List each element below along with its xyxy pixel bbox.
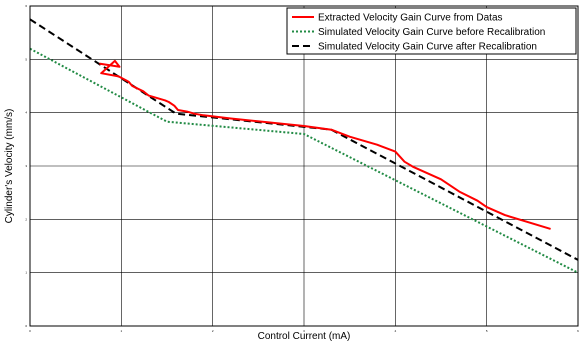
y-tick-label: 3 <box>25 164 27 168</box>
grid-lines <box>30 6 578 326</box>
series-line-1 <box>99 59 551 230</box>
series-lines <box>29 18 579 274</box>
x-tick-label: 6 <box>577 329 579 333</box>
y-axis-label: Cylinder's Velocity (mm/s) <box>4 109 15 224</box>
legend-entry-2: Simulated Velocity Gain Curve before Rec… <box>318 27 545 38</box>
y-tick-label: 2 <box>25 217 27 221</box>
x-tick-label: 0 <box>29 329 31 333</box>
legend-box <box>286 7 577 55</box>
x-tick-label: 3 <box>303 329 305 333</box>
tick-labels: 0 1 2 3 4 5 6 0 1 2 3 4 5 6 <box>25 4 579 333</box>
y-tick-label: 5 <box>25 57 27 61</box>
y-tick-label: 4 <box>25 111 27 115</box>
x-tick-label: 5 <box>486 329 488 333</box>
plot-frame <box>29 5 579 327</box>
legend: Extracted Velocity Gain Curve from Datas… <box>286 7 577 55</box>
x-tick-label: 2 <box>212 329 214 333</box>
legend-entry-1: Extracted Velocity Gain Curve from Datas <box>318 13 503 24</box>
x-tick-label: 1 <box>120 329 122 333</box>
series-line-2 <box>29 47 579 274</box>
x-axis-label: Control Current (mA) <box>258 331 351 342</box>
y-tick-label: 6 <box>25 4 27 8</box>
y-tick-label: 1 <box>25 271 27 275</box>
legend-entry-3: Simulated Velocity Gain Curve after Reca… <box>318 42 537 53</box>
y-tick-label: 0 <box>25 324 27 328</box>
x-tick-label: 4 <box>394 329 396 333</box>
